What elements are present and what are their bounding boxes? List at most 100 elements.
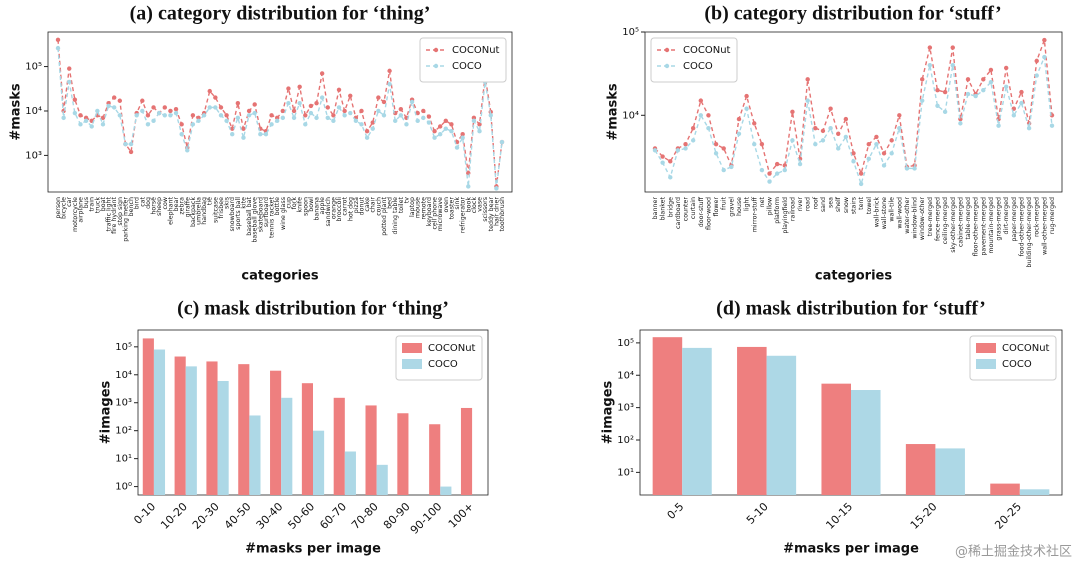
legend-label: COCO <box>683 61 713 72</box>
marker <box>660 154 665 159</box>
marker <box>224 113 229 118</box>
x-tick-label: skis <box>224 197 231 209</box>
marker <box>858 171 864 176</box>
x-tick-label: window-other <box>919 197 926 240</box>
marker <box>935 88 940 93</box>
marker <box>1019 100 1024 106</box>
x-tick-label: cake <box>364 197 371 212</box>
bar <box>429 424 441 495</box>
x-tick-label: ceiling-merged <box>942 197 949 244</box>
x-tick-label: banner <box>652 197 659 220</box>
marker <box>973 93 978 99</box>
x-tick-label: stop sign <box>117 197 124 226</box>
legend-label: COCONut <box>452 45 500 56</box>
x-tick-label: wall-brick <box>873 197 880 228</box>
marker <box>291 108 297 114</box>
marker <box>95 108 100 114</box>
x-tick-label: road <box>805 197 812 211</box>
x-tick-label: snow <box>843 197 850 213</box>
marker <box>1011 113 1017 118</box>
y-tick-label: 10³ <box>617 403 634 414</box>
marker <box>454 145 460 150</box>
x-tick-label: 60-70 <box>317 500 349 532</box>
marker <box>286 86 291 91</box>
marker <box>409 99 415 105</box>
marker <box>858 181 864 187</box>
marker <box>897 126 902 131</box>
bar <box>397 413 409 495</box>
x-axis-label: categories <box>241 269 318 284</box>
bar <box>821 383 851 495</box>
x-tick-label: floor-wood <box>705 197 712 230</box>
y-tick-label: 10⁰ <box>115 482 132 493</box>
x-tick-label: pavement-merged <box>980 197 987 256</box>
marker <box>942 89 948 95</box>
x-tick-label: tennis racket <box>269 196 276 238</box>
x-tick-label: mouse <box>415 197 422 218</box>
marker <box>173 110 179 116</box>
x-tick-label: chair <box>370 197 377 213</box>
x-tick-label: wall-stone <box>881 197 888 229</box>
marker <box>72 110 78 116</box>
marker <box>920 77 925 82</box>
x-tick-label: sheep <box>156 197 163 216</box>
marker <box>140 98 145 103</box>
marker <box>112 95 117 100</box>
x-tick-label: carrot <box>342 196 349 215</box>
marker <box>675 148 681 153</box>
marker <box>213 105 218 110</box>
x-tick-label: boat <box>100 196 107 211</box>
x-tick-label: bus <box>83 197 90 208</box>
x-tick-label: mountain-merged <box>988 197 995 254</box>
x-tick-label: hot dog <box>347 197 354 221</box>
x-tick-label: laptop <box>409 197 416 217</box>
marker <box>376 108 381 114</box>
marker <box>364 135 370 140</box>
marker <box>235 115 241 121</box>
marker <box>927 45 933 50</box>
bar <box>217 380 229 495</box>
x-tick-label: railroad <box>789 197 796 221</box>
marker <box>836 131 841 136</box>
legend-swatch <box>402 359 422 369</box>
chart-title: (b) category distribution for ‘stuff’ <box>704 3 1001 25</box>
x-tick-label: 70-80 <box>349 500 381 532</box>
marker <box>61 115 66 121</box>
x-tick-label: 10-15 <box>823 500 855 532</box>
bar <box>142 338 154 495</box>
x-tick-label: rug-merged <box>1049 197 1056 234</box>
marker <box>460 135 465 140</box>
x-tick-label: person <box>55 197 62 219</box>
marker <box>927 62 933 68</box>
marker <box>782 163 787 168</box>
x-tick-label: house <box>736 197 743 216</box>
marker <box>252 110 257 116</box>
marker <box>67 79 72 85</box>
bar <box>344 451 356 495</box>
x-tick-label: mirror-stuff <box>751 196 758 232</box>
bar <box>185 366 197 495</box>
x-tick-label: toothbrush <box>499 197 506 231</box>
legend-label: COCONut <box>683 45 731 56</box>
y-tick-label: 10² <box>617 435 634 446</box>
x-tick-label: roof <box>812 196 819 209</box>
x-tick-label: orange <box>330 197 337 219</box>
marker <box>965 91 971 97</box>
x-tick-label: sink <box>454 197 461 210</box>
marker <box>996 123 1001 128</box>
marker <box>364 129 370 134</box>
marker <box>466 184 471 189</box>
x-tick-label: wall-other-merged <box>1041 197 1048 255</box>
marker <box>690 138 696 143</box>
x-tick-label: surfboard <box>263 197 270 227</box>
marker <box>813 126 818 131</box>
marker <box>348 110 353 116</box>
x-tick-label: 0-5 <box>665 500 687 522</box>
bar <box>682 347 712 495</box>
x-tick-label: floor-other-merged <box>973 197 980 256</box>
marker <box>752 141 757 147</box>
bar <box>766 355 797 495</box>
marker <box>117 113 123 118</box>
marker <box>185 148 190 153</box>
marker <box>1042 54 1047 60</box>
